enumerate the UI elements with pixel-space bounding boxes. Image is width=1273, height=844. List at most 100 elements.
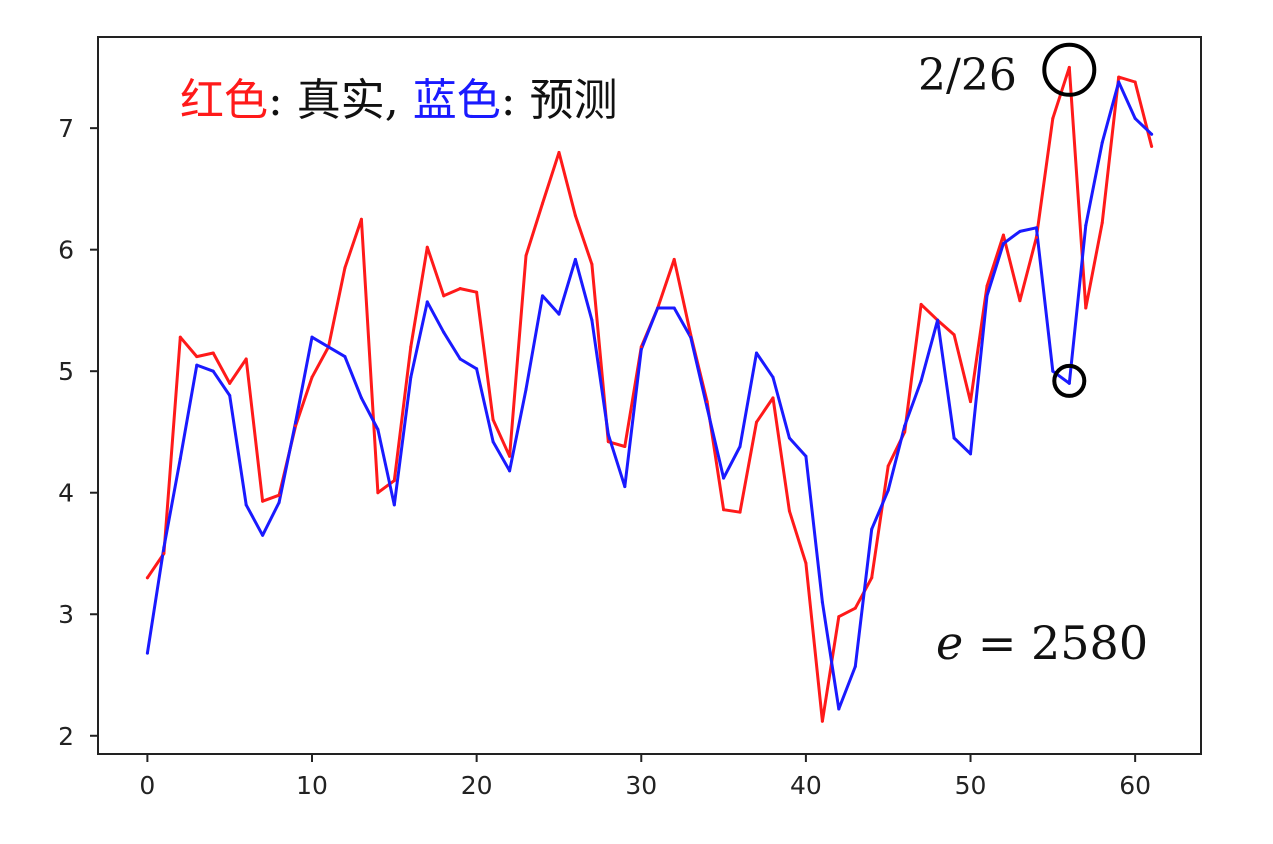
data-point — [162, 545, 166, 549]
x-tick-label: 60 — [1119, 771, 1151, 800]
data-point — [195, 355, 199, 359]
data-point — [590, 262, 594, 266]
data-point — [261, 499, 265, 503]
data-point — [458, 287, 462, 291]
data-point — [442, 294, 446, 298]
data-point — [853, 606, 857, 610]
data-point — [178, 457, 182, 461]
e-annotation: e = 2580 — [936, 616, 1148, 670]
data-point — [277, 493, 281, 497]
data-point — [392, 479, 396, 483]
data-point — [475, 290, 479, 294]
data-point — [1100, 141, 1104, 145]
data-point — [919, 379, 923, 383]
data-point — [886, 464, 890, 468]
data-point — [1084, 306, 1088, 310]
data-point — [1034, 236, 1038, 240]
data-point — [672, 306, 676, 310]
x-tick-label: 40 — [790, 771, 822, 800]
data-point — [903, 424, 907, 428]
data-point — [755, 351, 759, 355]
data-point — [606, 432, 610, 436]
data-point — [738, 445, 742, 449]
data-point — [936, 318, 940, 322]
data-point — [310, 335, 314, 339]
data-point — [1067, 65, 1071, 69]
data-point — [228, 394, 232, 397]
data-point — [409, 375, 413, 379]
data-point — [837, 615, 841, 619]
data-point — [508, 454, 512, 458]
data-point — [820, 719, 824, 723]
data-point — [1084, 223, 1088, 227]
data-point — [771, 396, 775, 400]
data-point — [623, 445, 627, 449]
data-point — [1150, 132, 1154, 136]
data-point — [804, 454, 808, 458]
data-point — [277, 500, 281, 504]
data-point — [755, 420, 759, 424]
data-point — [985, 284, 989, 288]
series-points — [145, 65, 1154, 723]
data-point — [639, 347, 643, 351]
data-point — [820, 600, 824, 604]
series-lines — [145, 65, 1154, 723]
y-tick-label: 3 — [58, 600, 74, 629]
data-point — [689, 335, 693, 339]
data-point — [392, 503, 396, 507]
data-point — [969, 400, 973, 404]
data-point — [705, 406, 709, 410]
legend-red-meaning: : 真实, — [268, 75, 413, 126]
data-point — [1001, 242, 1005, 246]
data-point — [837, 707, 841, 711]
data-point — [195, 363, 199, 367]
y-tick-label: 4 — [58, 479, 74, 508]
x-tick-label: 0 — [139, 771, 155, 800]
data-point — [376, 491, 380, 495]
data-point — [1133, 116, 1137, 120]
data-point — [639, 345, 643, 349]
data-point — [919, 302, 923, 306]
y-tick-label: 2 — [58, 722, 74, 751]
data-point — [475, 367, 479, 371]
data-point — [722, 508, 726, 512]
data-point — [557, 312, 561, 316]
data-point — [771, 375, 775, 379]
series-line-1 — [145, 80, 1154, 711]
data-point — [244, 357, 248, 361]
data-point — [376, 428, 380, 432]
legend-text: 红色: 真实, 蓝色: 预测 — [180, 75, 618, 126]
data-point — [705, 400, 709, 404]
data-point — [606, 440, 610, 444]
y-tick-label: 6 — [58, 236, 74, 265]
x-tick-label: 20 — [461, 771, 493, 800]
data-point — [491, 418, 495, 422]
data-point — [1150, 144, 1154, 148]
data-point — [326, 345, 330, 349]
legend-blue-meaning: : 预测 — [501, 75, 618, 126]
data-point — [787, 509, 791, 513]
data-point — [359, 217, 363, 221]
data-point — [1018, 229, 1022, 233]
data-point — [787, 436, 791, 440]
data-point — [294, 420, 298, 424]
data-point — [590, 318, 594, 322]
data-point — [540, 294, 544, 298]
data-point — [804, 561, 808, 565]
data-point — [145, 576, 149, 580]
data-point — [1117, 80, 1121, 84]
data-point — [952, 333, 956, 337]
data-point — [540, 201, 544, 205]
data-point — [952, 436, 956, 440]
annotation-circle — [1042, 42, 1097, 97]
data-point — [178, 335, 182, 339]
y-tick-label: 5 — [58, 357, 74, 386]
data-point — [886, 488, 890, 492]
legend-blue-word: 蓝色 — [413, 75, 501, 126]
data-point — [557, 150, 561, 154]
data-point — [294, 424, 298, 428]
data-point — [1117, 75, 1121, 79]
data-point — [1051, 369, 1055, 373]
annotation-circles — [1042, 42, 1097, 398]
e-value: = 2580 — [963, 616, 1148, 670]
